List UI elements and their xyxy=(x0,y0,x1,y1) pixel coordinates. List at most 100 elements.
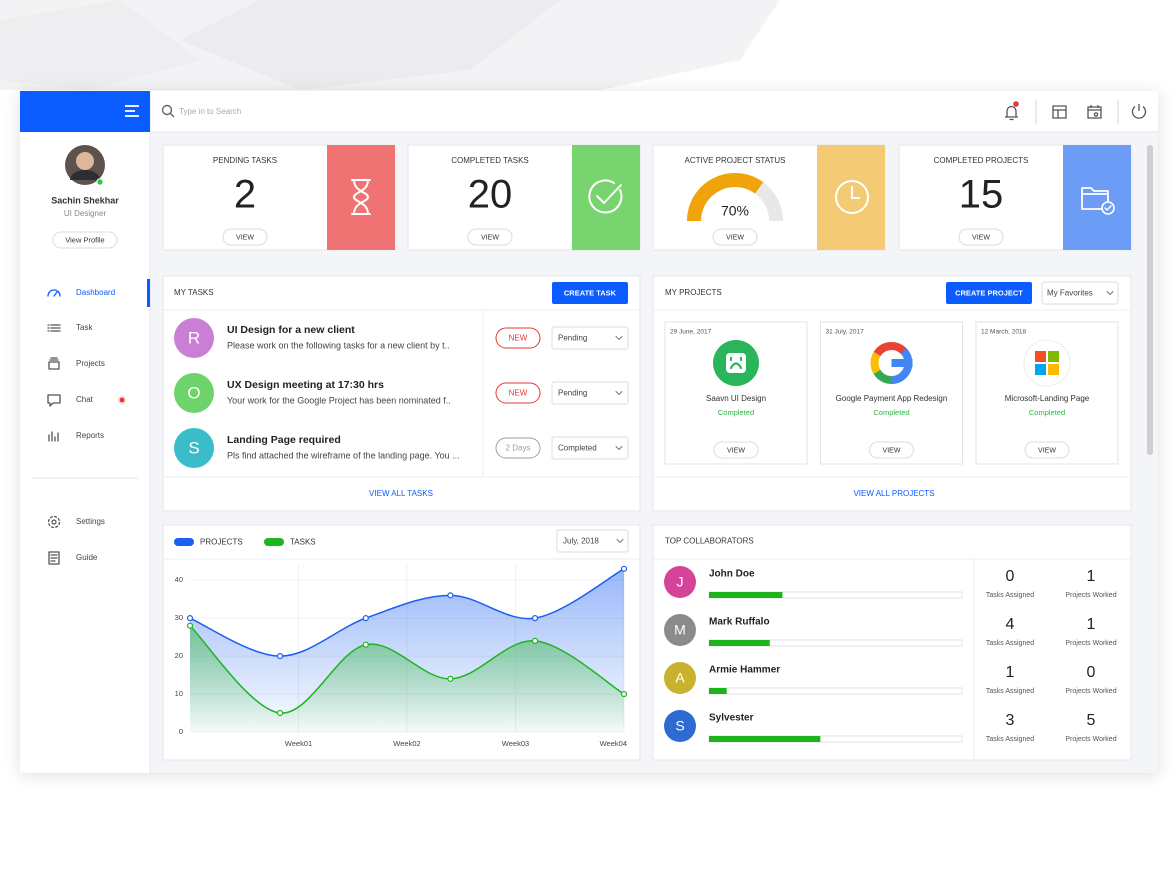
collaborator-avatar xyxy=(664,662,696,694)
collaborator-name: Sylvester xyxy=(709,713,754,724)
collaborator-avatar xyxy=(664,566,696,598)
project-status: Completed xyxy=(718,408,754,417)
menu-label[interactable]: Settings xyxy=(76,517,105,526)
menu-label[interactable]: Reports xyxy=(76,431,104,440)
microsoft-logo-square xyxy=(1035,364,1046,375)
table-icon[interactable] xyxy=(1052,105,1067,119)
x-tick-label: Week01 xyxy=(285,739,312,748)
topbar-icons xyxy=(1005,100,1147,124)
settings-icon-core xyxy=(51,519,57,525)
project-view-button[interactable] xyxy=(1024,441,1070,459)
task-status-dropdown[interactable] xyxy=(551,381,629,405)
stat-view-button[interactable] xyxy=(222,228,268,246)
menu-label[interactable]: Dashboard xyxy=(76,288,115,297)
series-line xyxy=(189,568,625,657)
task-badge[interactable] xyxy=(495,437,541,459)
stat-color-block xyxy=(327,145,395,250)
folder-check xyxy=(1104,205,1112,211)
bell-icon[interactable] xyxy=(1005,105,1018,121)
clock-icon xyxy=(835,180,869,214)
project-date: 31 July, 2017 xyxy=(826,329,865,336)
chevron xyxy=(615,336,623,340)
task-badge[interactable] xyxy=(495,382,541,404)
stat-color-block xyxy=(572,145,640,250)
menu-label[interactable]: Projects xyxy=(76,359,105,368)
menu-label[interactable]: Chat xyxy=(76,395,94,404)
series-point xyxy=(276,709,284,717)
stat-label: COMPLETED TASKS xyxy=(451,156,529,165)
create-project-button[interactable] xyxy=(946,282,1032,304)
tasks-assigned-label: Tasks Assigned xyxy=(986,688,1034,695)
project-name: Google Payment App Redesign xyxy=(836,394,948,403)
series-area xyxy=(190,625,624,732)
search-lens xyxy=(161,104,173,116)
calendar-icon[interactable] xyxy=(1087,105,1102,119)
chart-filter[interactable] xyxy=(556,529,629,553)
stat-view-label: VIEW xyxy=(972,234,990,241)
task-status-dropdown[interactable] xyxy=(551,326,629,350)
project-view-button[interactable] xyxy=(713,441,759,459)
tasks-footer-link[interactable]: VIEW ALL TASKS xyxy=(369,489,433,498)
search-handle xyxy=(170,113,175,118)
gauge-value xyxy=(687,173,764,222)
menu-toggle[interactable] xyxy=(125,105,139,117)
projects-worked-value: 5 xyxy=(1087,712,1096,729)
series-point xyxy=(620,565,628,572)
project-date: 29 June, 2017 xyxy=(670,329,712,336)
task-badge[interactable] xyxy=(495,327,541,349)
collaborator-name: Mark Ruffalo xyxy=(709,617,770,628)
stat-view-button[interactable] xyxy=(712,228,758,246)
task-initial: O xyxy=(187,383,200,402)
y-tick-label: 30 xyxy=(175,613,183,622)
search-placeholder[interactable]: Type in to Search xyxy=(179,107,241,116)
collaborator-initial: A xyxy=(675,670,685,686)
microsoft-logo-square xyxy=(1048,364,1059,375)
google-logo-arc xyxy=(870,351,881,374)
y-tick-label: 10 xyxy=(175,689,183,698)
tasks-assigned-label: Tasks Assigned xyxy=(986,736,1034,743)
create-task-button[interactable] xyxy=(552,282,628,304)
avatar-shirt xyxy=(70,170,100,180)
stat-value: 20 xyxy=(468,173,513,217)
stat-view-button[interactable] xyxy=(958,228,1004,246)
profile-button[interactable] xyxy=(52,231,118,249)
projects-filter[interactable] xyxy=(1041,281,1119,305)
active-indicator xyxy=(147,279,150,307)
collaborator-name: Armie Hammer xyxy=(709,665,780,676)
collaborator-name: John Doe xyxy=(709,569,755,580)
task-badge-label: NEW xyxy=(509,334,528,343)
chevron xyxy=(615,446,623,450)
chevron xyxy=(1106,291,1114,295)
progress-track xyxy=(708,687,963,695)
clock-hands xyxy=(851,186,860,199)
task-status: Pending xyxy=(558,334,587,343)
tasks-assigned-value: 0 xyxy=(1006,568,1015,585)
task-icon xyxy=(47,324,61,332)
series-point xyxy=(447,675,454,682)
series-point xyxy=(620,690,628,698)
projects-worked-label: Projects Worked xyxy=(1065,592,1116,599)
task-status-dropdown[interactable] xyxy=(551,436,629,460)
power-icon[interactable] xyxy=(1131,104,1147,119)
legend-label: TASKS xyxy=(290,538,316,547)
legend-swatch xyxy=(174,538,194,546)
project-view-button[interactable] xyxy=(869,441,914,459)
google-logo-bar xyxy=(891,359,913,367)
settings-icon xyxy=(47,515,61,529)
tasks-assigned-value: 1 xyxy=(1006,664,1015,681)
google-logo-arc xyxy=(873,369,892,384)
reports-icon xyxy=(48,431,59,442)
task-status: Completed xyxy=(558,444,597,453)
menu-label[interactable]: Task xyxy=(76,323,93,332)
scrollbar[interactable] xyxy=(1147,145,1153,455)
guide-icon xyxy=(48,551,60,565)
y-tick-label: 20 xyxy=(175,651,183,660)
projects-footer-link[interactable]: VIEW ALL PROJECTS xyxy=(853,489,934,498)
menu-label[interactable]: Guide xyxy=(76,553,98,562)
stat-view-button[interactable] xyxy=(467,228,513,246)
stat-label: COMPLETED PROJECTS xyxy=(934,156,1029,165)
legend-label: PROJECTS xyxy=(200,538,243,547)
bg-shape xyxy=(0,0,200,90)
